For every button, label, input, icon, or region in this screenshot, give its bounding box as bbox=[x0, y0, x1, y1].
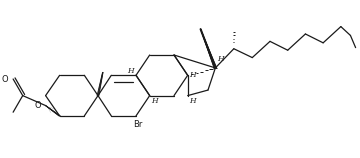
Text: Br: Br bbox=[133, 120, 143, 129]
Text: H: H bbox=[151, 97, 158, 105]
Text: O: O bbox=[35, 101, 41, 110]
Text: O: O bbox=[1, 75, 8, 83]
Text: H: H bbox=[217, 55, 224, 64]
Text: H: H bbox=[127, 67, 134, 75]
Text: H: H bbox=[189, 97, 196, 105]
Text: H: H bbox=[189, 71, 196, 79]
